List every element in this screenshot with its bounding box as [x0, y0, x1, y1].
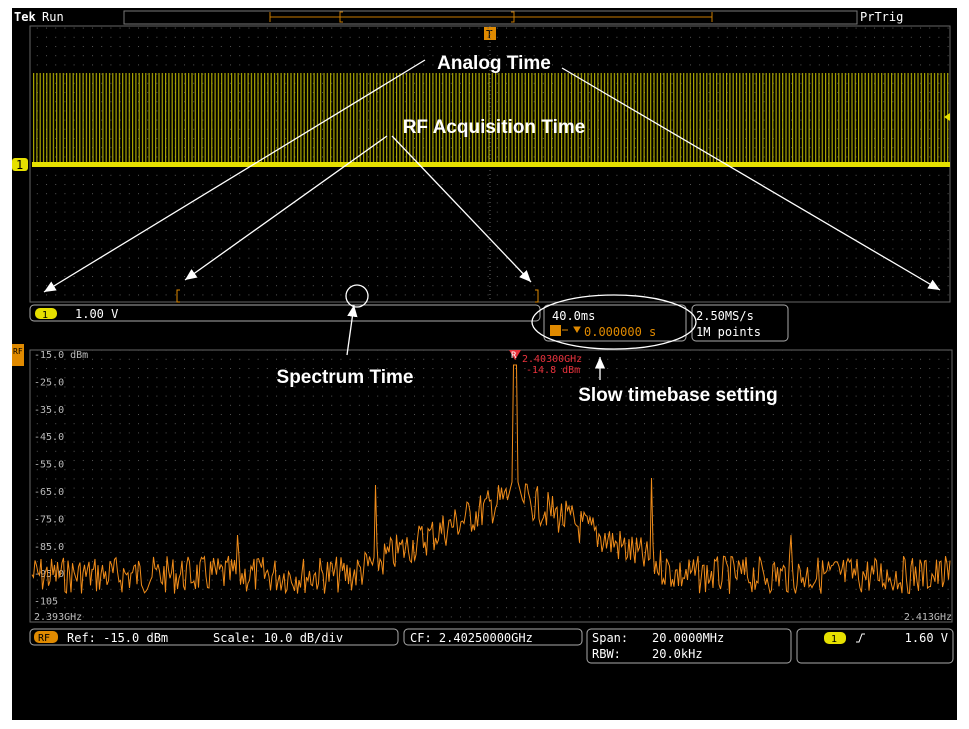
- trigger-level-marker: [944, 113, 950, 121]
- annotation: Analog Time: [437, 53, 551, 74]
- annotation: Spectrum Time: [277, 367, 414, 388]
- trigger-channel: 1: [831, 634, 837, 645]
- level-label: -75.0: [34, 514, 64, 525]
- trigger-box: [796, 628, 954, 664]
- span-label: Span:: [592, 631, 628, 645]
- rf-marker: RF: [13, 347, 23, 356]
- timebase-box: [543, 304, 687, 342]
- channel-marker: 1: [16, 158, 23, 172]
- trigger-slope: [856, 633, 865, 643]
- peak-marker: R: [511, 351, 517, 361]
- channel-badge: [35, 308, 57, 319]
- level-label: -85.0: [34, 542, 64, 553]
- trigger-channel-box: [824, 632, 846, 644]
- spectrum-graticule: [29, 349, 953, 623]
- rbw: 20.0kHz: [652, 647, 703, 661]
- record-bar: [123, 10, 858, 25]
- trigger-position: 0.000000 s: [584, 325, 656, 339]
- level-label: -55.0: [34, 460, 64, 471]
- rf-badge: RF: [38, 633, 50, 644]
- channel-marker-box: [12, 158, 28, 171]
- arrow: [561, 67, 941, 291]
- channel-scale-box: [29, 304, 541, 322]
- timebase-ellipse: [531, 294, 697, 350]
- stop-freq: 2.413GHz: [904, 612, 952, 623]
- analog-waveform: [32, 73, 950, 162]
- trigger-status: PrTrig: [860, 10, 903, 24]
- peak-freq: 2.40300GHz: [522, 354, 582, 365]
- rf-settings-box: [29, 628, 399, 646]
- peak-marker-shape: [509, 350, 521, 360]
- spectrum-time-circle: [345, 284, 369, 308]
- record-window: [269, 11, 713, 23]
- rf-badge-box: [34, 631, 58, 643]
- arrow: [391, 135, 532, 283]
- start-freq: 2.393GHz: [34, 612, 82, 623]
- span-box: [586, 628, 792, 664]
- annotation: Slow timebase setting: [578, 385, 778, 406]
- level-label: -35.0: [34, 405, 64, 416]
- waveform-baseline: [32, 162, 950, 167]
- level-label: -95.0: [34, 569, 64, 580]
- timebase: 40.0ms: [552, 309, 595, 323]
- trigger-icon: [550, 325, 561, 336]
- ref-level: Ref: -15.0 dBm: [67, 631, 168, 645]
- spectrum-trace: [31, 364, 951, 595]
- level-label: -65.0: [34, 487, 64, 498]
- cf-box: [403, 628, 583, 646]
- rf-marker-box: [12, 344, 24, 366]
- trigger-level: 1.60 V: [905, 631, 948, 645]
- level-label: -15.0 dBm: [34, 350, 88, 361]
- arrow: [346, 304, 358, 356]
- arrow: [43, 59, 426, 293]
- trigger-arrow: [562, 326, 581, 333]
- rbw-label: RBW:: [592, 647, 621, 661]
- acquisition-box: [691, 304, 789, 342]
- channel-badge-text: 1: [42, 310, 48, 321]
- brand: Tek: [14, 10, 36, 24]
- annotation: RF Acquisition Time: [403, 117, 586, 138]
- level-label: -105: [34, 597, 58, 608]
- record-length: 1M points: [696, 325, 761, 339]
- level-label: -45.0: [34, 432, 64, 443]
- arrow: [184, 135, 388, 281]
- level-label: -25.0: [34, 377, 64, 388]
- channel-scale: 1.00 V: [75, 307, 118, 321]
- span: 20.0000MHz: [652, 631, 724, 645]
- run-status: Run: [42, 10, 64, 24]
- rf-acq-brackets: [176, 289, 539, 303]
- vertical-scale: Scale: 10.0 dB/div: [213, 631, 343, 645]
- center-freq: CF: 2.40250000GHz: [410, 631, 533, 645]
- sample-rate: 2.50MS/s: [696, 309, 754, 323]
- peak-level: -14.8 dBm: [526, 365, 580, 376]
